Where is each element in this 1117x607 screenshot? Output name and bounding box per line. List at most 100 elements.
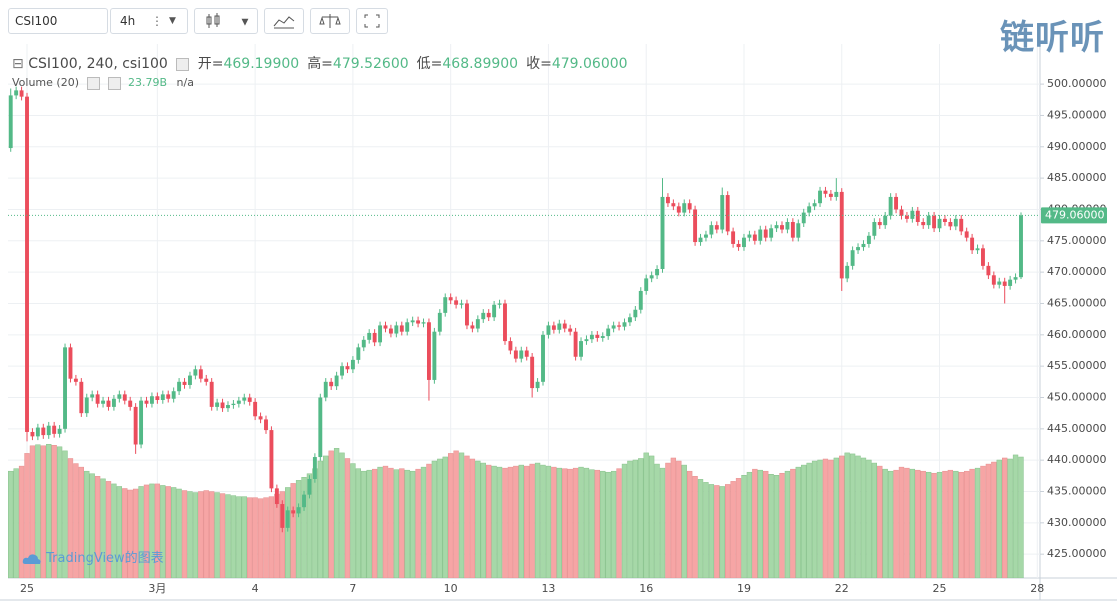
volume-bar [594,469,600,578]
fullscreen-button[interactable] [356,8,388,34]
volume-bar [89,473,95,578]
axes: 425.00000 430.00000 435.00000 440.00000 445.… [20,77,1107,595]
volume-bar [1007,458,1013,578]
volume-bar [529,463,535,578]
volume-bar [980,465,986,578]
candle-body [921,222,926,226]
volume-bar [350,463,356,578]
candle-body [932,215,937,229]
volume-bar [871,462,878,578]
chart-style-button[interactable]: ▼ [194,8,258,34]
volume-bar [757,469,763,578]
candle-body [856,247,860,251]
volume-bar [279,491,285,578]
candle-body [52,425,57,434]
volume-bar [1002,457,1008,578]
volume-bar [230,495,237,578]
volume-bar [154,483,161,578]
x-tick-label: 10 [444,582,458,595]
candle-body [638,290,643,310]
y-tick-label: 490.00000 [1047,140,1107,153]
ohlc-value: 479.06000 [551,56,628,72]
candle-body [410,320,415,323]
candle-body [459,303,464,305]
candle-body [204,378,209,382]
volume-bar [290,483,296,578]
candle-body [617,325,622,327]
candle-body [437,312,442,332]
ohlc-label: 收= [526,56,552,72]
volume-bar [268,496,275,578]
candle-body [1008,279,1013,286]
volume-bar [866,459,872,578]
volume-bar [73,463,79,578]
candle-body [807,206,812,213]
volume-bar [111,483,117,578]
volume-bar [415,468,421,578]
candle-body [253,401,258,417]
interval-button[interactable]: 4h ⋮ ▼ [110,8,188,34]
volume-settings-icon[interactable] [86,76,100,90]
volume-bar [94,476,101,578]
volume-bar [534,462,541,578]
candle-body [378,325,383,343]
candle-body [595,334,600,338]
volume-bar [540,464,546,578]
indicators-icon [273,16,295,29]
volume-bar [122,488,128,578]
candle-body [361,339,366,348]
volume-bar [605,471,611,578]
volume-bar [176,488,182,578]
x-tick-label: 25 [933,582,947,595]
candle-body [790,222,795,238]
volume-bar [426,463,432,578]
volume-bar [431,460,438,578]
candle-body [714,225,719,230]
candle-body [747,234,752,238]
candle-body [57,428,62,434]
volume-bar [409,470,416,578]
volume-bar [545,465,552,578]
symbol-input[interactable]: CSI100 [8,8,108,34]
compare-button[interactable] [310,8,350,34]
candle-body [877,222,882,226]
volume-bar [589,469,595,578]
volume-bar [295,480,302,578]
candle-body [79,381,84,414]
volume-bar [806,462,812,578]
volume-bar [828,459,834,578]
volume-bar [458,452,465,578]
candle-body [345,366,350,370]
x-tick-label: 16 [639,582,653,595]
volume-bar [46,443,52,578]
candle-body [106,400,111,407]
candle-body [503,303,507,342]
candle-body [149,396,154,404]
collapse-icon[interactable]: ⊟ [12,56,24,72]
volume-bar [735,478,742,578]
candle-body [475,319,480,329]
y-tick-label: 465.00000 [1047,296,1107,309]
volume-bar [203,490,209,578]
volume-bar [219,493,226,578]
volume-bar [257,498,264,578]
candle-body [959,218,964,232]
volume-bar [192,492,199,578]
candle-body [991,275,996,285]
volume-legend: Volume (20) 23.79B n/a [12,76,194,90]
candle-body [780,225,784,230]
indicators-button[interactable] [264,8,304,34]
volume-bar [763,470,769,578]
candle-body [915,210,920,222]
ohlc-value: 469.19900 [223,56,300,72]
volume-bar [915,469,921,578]
candle-body [14,90,19,96]
volume-close-icon[interactable] [107,76,121,90]
candle-body [285,510,290,528]
volume-bar [187,491,193,578]
candle-body [981,248,985,266]
settings-icon[interactable] [176,57,190,71]
candle-body [899,209,904,216]
candle-body [589,334,594,340]
